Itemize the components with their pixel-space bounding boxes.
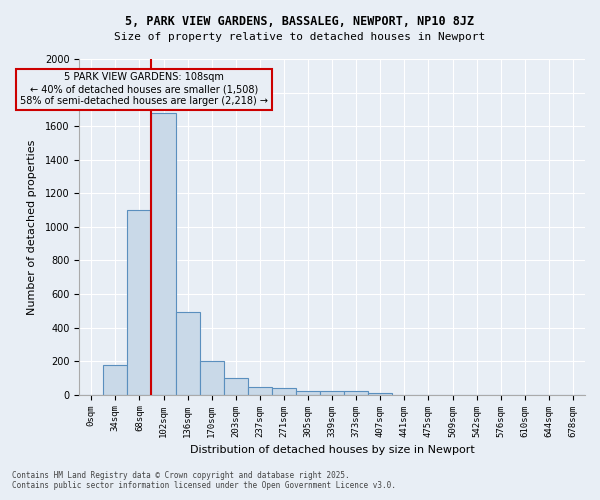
Text: Size of property relative to detached houses in Newport: Size of property relative to detached ho… xyxy=(115,32,485,42)
Bar xyxy=(103,366,127,394)
Bar xyxy=(151,112,176,394)
Bar xyxy=(296,391,320,394)
Bar xyxy=(224,378,248,394)
Bar xyxy=(272,388,296,394)
Y-axis label: Number of detached properties: Number of detached properties xyxy=(26,139,37,314)
Text: 5, PARK VIEW GARDENS, BASSALEG, NEWPORT, NP10 8JZ: 5, PARK VIEW GARDENS, BASSALEG, NEWPORT,… xyxy=(125,15,475,28)
Text: Contains HM Land Registry data © Crown copyright and database right 2025.
Contai: Contains HM Land Registry data © Crown c… xyxy=(12,470,396,490)
Bar xyxy=(127,210,151,394)
X-axis label: Distribution of detached houses by size in Newport: Distribution of detached houses by size … xyxy=(190,445,475,455)
Bar xyxy=(320,391,344,394)
Bar xyxy=(248,387,272,394)
Bar xyxy=(200,361,224,394)
Bar xyxy=(176,312,200,394)
Bar xyxy=(344,392,368,394)
Text: 5 PARK VIEW GARDENS: 108sqm
← 40% of detached houses are smaller (1,508)
58% of : 5 PARK VIEW GARDENS: 108sqm ← 40% of det… xyxy=(20,72,268,106)
